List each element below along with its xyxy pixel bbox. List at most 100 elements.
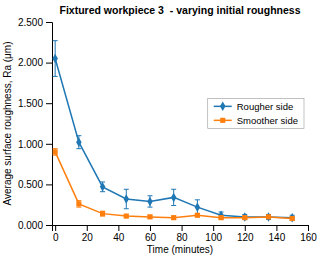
x-tick-label: 0	[53, 232, 59, 243]
y-tick: 2.500	[18, 17, 52, 28]
y-tick-mark	[46, 225, 52, 226]
point	[242, 215, 247, 220]
point	[76, 137, 81, 146]
point	[147, 214, 152, 219]
x-tick: 160	[300, 225, 317, 243]
y-tick: 2.000	[18, 57, 52, 68]
y-tick-label: 1.500	[18, 98, 43, 109]
x-tick: 60	[145, 225, 157, 243]
series-line	[55, 152, 292, 219]
point	[242, 212, 247, 221]
error-bar-cap	[147, 207, 152, 208]
x-tick: 120	[237, 225, 254, 243]
x-tick-mark	[150, 225, 151, 231]
x-axis-line	[53, 226, 309, 232]
y-axis: 0.000 0.500 1.000 1.500 2.000 2.500	[18, 17, 53, 231]
point	[100, 182, 105, 191]
y-tick: 1.000	[18, 139, 52, 150]
marks	[52, 41, 295, 223]
error-bar-cap	[147, 195, 152, 196]
error-bar	[290, 217, 295, 220]
point	[124, 194, 129, 203]
x-tick-mark	[308, 225, 309, 231]
y-tick-label: 1.000	[18, 139, 43, 150]
x-tick: 80	[177, 225, 189, 243]
error-bar	[100, 211, 105, 216]
x-tick-label: 140	[269, 232, 286, 243]
x-tick: 140	[269, 225, 286, 243]
x-tick-mark	[213, 225, 214, 231]
error-bar	[242, 214, 247, 219]
error-bar	[266, 215, 271, 218]
error-bar	[124, 214, 129, 217]
point	[52, 54, 57, 63]
point	[100, 211, 105, 216]
point	[266, 212, 271, 221]
x-axis-label: Time (minutes)	[147, 244, 213, 255]
point	[195, 213, 200, 218]
y-tick-mark	[46, 184, 52, 185]
series	[52, 41, 295, 223]
point	[76, 201, 81, 206]
x-tick-mark	[182, 225, 183, 231]
error-bar	[76, 201, 81, 207]
error-bar-cap	[76, 135, 81, 136]
x-tick-label: 100	[205, 232, 222, 243]
error-bar	[219, 216, 224, 219]
x-tick-label: 120	[237, 232, 254, 243]
y-tick-mark	[46, 22, 52, 23]
x-tick-label: 160	[300, 232, 317, 243]
legend-entry: Rougher side	[214, 101, 294, 112]
y-tick-label: 0.000	[18, 220, 43, 231]
title: Fixtured workpiece 3 - varying initial r…	[60, 4, 301, 16]
error-bar-cap	[195, 199, 200, 200]
error-bar	[53, 41, 58, 77]
error-bar-cap	[76, 207, 81, 208]
y-tick-mark	[46, 144, 52, 145]
error-bar-cap	[124, 208, 129, 209]
x-axis: 0 20 40 60 80 100 120 140 160	[53, 225, 318, 243]
x-tick: 20	[82, 225, 94, 243]
legend-entry: Smoother side	[214, 115, 298, 126]
error-bar	[195, 200, 200, 215]
error-bar	[171, 189, 176, 205]
error-bar-cap	[76, 200, 81, 201]
point	[147, 197, 152, 206]
error-bar-cap	[171, 189, 176, 190]
error-bar	[171, 216, 176, 219]
series	[53, 149, 295, 221]
series-line	[55, 59, 292, 218]
y-tick-label: 0.500	[18, 179, 43, 190]
point	[171, 215, 176, 220]
x-tick-mark	[55, 225, 56, 231]
y-axis-label: Average surface roughness, Ra (μm)	[2, 42, 13, 206]
x-tick-mark	[87, 225, 88, 231]
x-tick-mark	[118, 225, 119, 231]
error-bar	[290, 215, 295, 220]
point	[171, 193, 176, 202]
point	[290, 216, 295, 221]
error-bar-cap	[53, 76, 58, 77]
x-tick-label: 80	[177, 232, 189, 243]
point	[124, 214, 129, 219]
x-tick: 40	[113, 225, 125, 243]
error-bar	[147, 215, 152, 218]
x-tick-mark	[245, 225, 246, 231]
y-tick-label: 2.500	[18, 17, 43, 28]
point	[266, 214, 271, 219]
point	[195, 202, 200, 211]
error-bar-cap	[171, 205, 176, 206]
chart: 0 20 40 60 80 100 120 140 160 0.000 0.500 1.000 1.50…	[0, 0, 322, 259]
x-tick-mark	[276, 225, 277, 231]
x-tick: 0	[53, 225, 59, 243]
legend-box	[208, 98, 304, 128]
x-tick-label: 40	[113, 232, 125, 243]
error-bar	[124, 189, 129, 208]
y-tick-mark	[46, 103, 52, 104]
legend-label: Smoother side	[237, 115, 298, 126]
x-tick: 100	[205, 225, 222, 243]
plot: 0 20 40 60 80 100 120 140 160 0.000 0.500 1.000 1.50…	[18, 17, 317, 243]
y-tick-mark	[46, 63, 52, 64]
error-bar	[147, 196, 152, 207]
legend-symbol	[220, 118, 225, 123]
